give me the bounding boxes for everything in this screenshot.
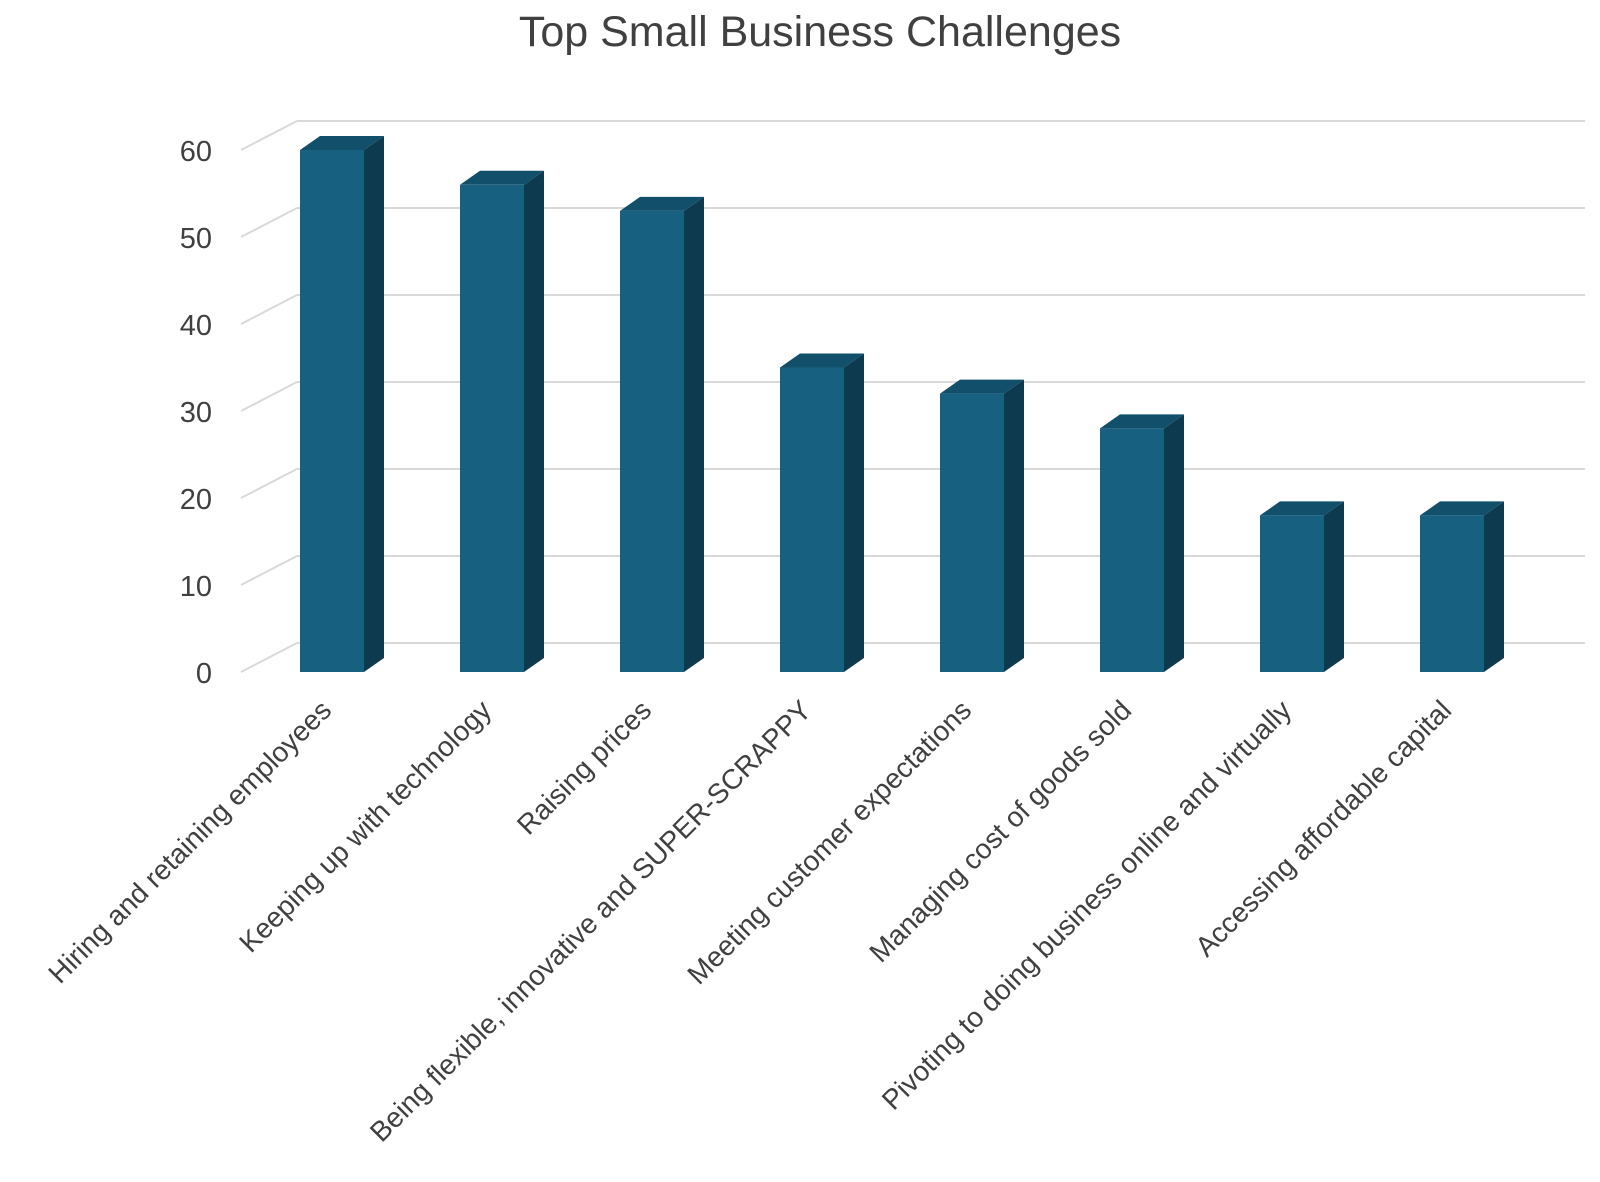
gridline-depth: [240, 207, 298, 238]
chart-title: Top Small Business Challenges: [519, 8, 1121, 56]
bar-side: [1004, 379, 1024, 672]
bar: [460, 170, 544, 673]
x-tick-label: Meeting customer expectations: [681, 694, 977, 990]
x-tick-label: Managing cost of goods sold: [863, 694, 1137, 968]
bar-side: [1164, 414, 1184, 672]
y-tick-label: 20: [180, 484, 212, 516]
bar-front: [940, 393, 1004, 672]
bar: [1100, 414, 1184, 672]
bar-top: [1420, 501, 1504, 516]
x-tick-label: Raising prices: [511, 694, 657, 840]
bar: [780, 353, 864, 672]
gridline-depth: [240, 120, 298, 151]
y-tick-label: 60: [180, 136, 212, 168]
bar-front: [1260, 515, 1324, 672]
bar-side: [524, 170, 544, 673]
bar: [1260, 501, 1344, 672]
y-tick-label: 50: [180, 223, 212, 255]
y-tick-label: 30: [180, 397, 212, 429]
bar-front: [300, 150, 364, 672]
x-tick-label: Accessing affordable capital: [1189, 694, 1457, 962]
bar: [940, 379, 1024, 672]
bar-top: [1100, 414, 1184, 429]
bar-side: [684, 196, 704, 672]
bar: [300, 136, 384, 672]
bar-top: [460, 170, 544, 185]
bar-top: [1260, 501, 1344, 516]
bar-top: [620, 196, 704, 211]
y-tick-label: 10: [180, 571, 212, 603]
bar: [1420, 501, 1504, 672]
gridlines: [240, 120, 1585, 673]
gridline-depth: [240, 555, 298, 586]
bar-side: [844, 353, 864, 672]
bars: [300, 136, 1504, 673]
bar-top: [940, 379, 1024, 394]
bar-side: [1484, 501, 1504, 672]
y-tick-label: 0: [196, 658, 212, 690]
bar-top: [780, 353, 864, 368]
bar-front: [620, 210, 684, 672]
y-axis-ticks: 0 10 20 30 40 50 60: [180, 136, 212, 690]
bar-front: [1420, 515, 1484, 672]
bar-side: [364, 136, 384, 672]
y-tick-label: 40: [180, 310, 212, 342]
gridline-depth: [240, 381, 298, 412]
gridline-depth: [240, 642, 298, 673]
gridline-depth: [240, 294, 298, 325]
bar-front: [1100, 428, 1164, 672]
x-tick-label: Keeping up with technology: [233, 694, 497, 958]
bar-front: [460, 184, 524, 673]
x-tick-label: Hiring and retaining employees: [42, 694, 337, 989]
bar-side: [1324, 501, 1344, 672]
bar: [620, 196, 704, 672]
bar-front: [780, 367, 844, 672]
gridline-depth: [240, 468, 298, 499]
bar-top: [300, 136, 384, 150]
